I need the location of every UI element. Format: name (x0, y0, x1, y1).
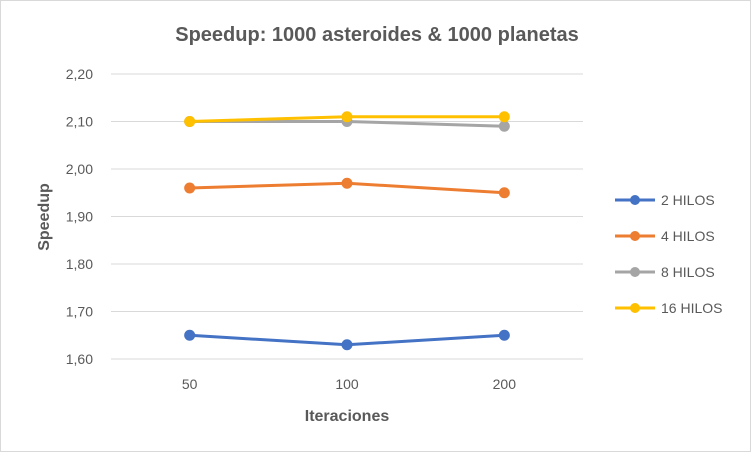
y-axis-ticks: 1,60 1,70 1,80 1,90 2,00 2,10 2,20 (66, 66, 93, 367)
legend-label: 8 HILOS (661, 264, 715, 280)
legend-item: 2 HILOS (615, 192, 715, 208)
data-point (341, 339, 353, 351)
x-tick-label: 200 (493, 376, 517, 392)
legend-marker (630, 303, 640, 313)
y-tick-label: 1,80 (66, 256, 93, 272)
data-point (498, 111, 510, 123)
series-16-hilos (184, 111, 510, 127)
y-tick-label: 1,60 (66, 351, 93, 367)
y-tick-label: 2,10 (66, 114, 93, 130)
data-point (498, 187, 510, 199)
data-point (184, 329, 196, 341)
data-point (498, 120, 510, 132)
legend-marker (630, 267, 640, 277)
y-tick-label: 1,90 (66, 209, 93, 225)
chart-title: Speedup: 1000 asteroides & 1000 planetas (175, 24, 579, 46)
data-point (341, 177, 353, 189)
y-tick-label: 2,20 (66, 66, 93, 82)
legend-label: 2 HILOS (661, 192, 715, 208)
legend: 2 HILOS 4 HILOS 8 HILOS 16 HILOS (615, 192, 722, 316)
x-axis-title: Iteraciones (305, 408, 390, 425)
x-axis-ticks: 50 100 200 (182, 376, 516, 392)
x-tick-label: 50 (182, 376, 198, 392)
data-point (498, 329, 510, 341)
legend-marker (630, 231, 640, 241)
data-point (341, 111, 353, 123)
series-lines (184, 111, 510, 351)
data-point (184, 182, 196, 194)
y-tick-label: 2,00 (66, 161, 93, 177)
data-point (184, 116, 196, 127)
legend-marker (630, 195, 640, 205)
series-4-hilos (184, 177, 510, 199)
y-tick-label: 1,70 (66, 304, 93, 320)
legend-item: 4 HILOS (615, 228, 715, 244)
legend-label: 16 HILOS (661, 300, 722, 316)
legend-item: 8 HILOS (615, 264, 715, 280)
series-2-hilos (184, 329, 510, 351)
legend-item: 16 HILOS (615, 300, 722, 316)
legend-label: 4 HILOS (661, 228, 715, 244)
y-axis-title: Speedup (36, 183, 53, 251)
x-tick-label: 100 (335, 376, 359, 392)
